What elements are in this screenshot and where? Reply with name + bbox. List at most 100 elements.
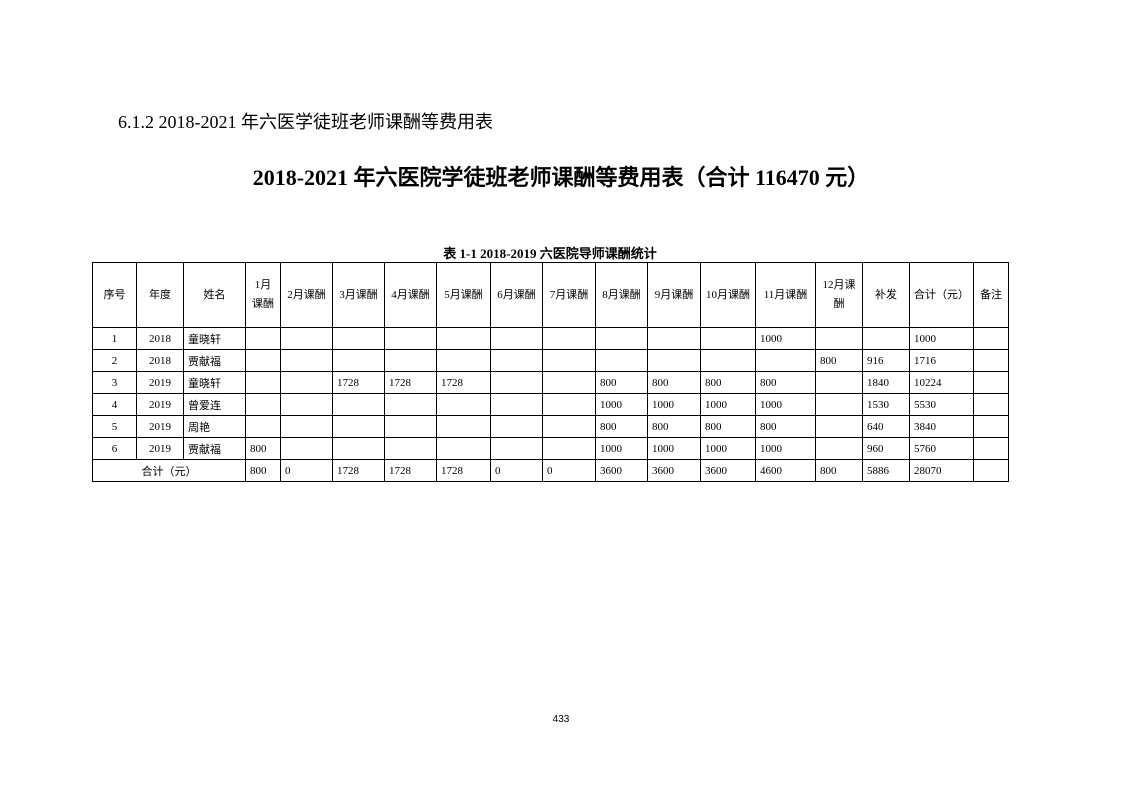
table-cell	[332, 393, 385, 416]
table-cell	[245, 371, 281, 394]
table-cell: 5530	[909, 393, 974, 416]
table-caption: 表 1-1 2018-2019 六医院导师课酬统计	[443, 246, 657, 261]
table-cell	[436, 415, 491, 438]
table-cell	[384, 415, 437, 438]
table-cell: 童晓轩	[183, 327, 246, 350]
column-header: 1月课酬	[245, 262, 281, 328]
total-cell: 800	[245, 459, 281, 482]
table-cell	[815, 327, 863, 350]
table-cell: 800	[815, 349, 863, 372]
table-cell: 1000	[909, 327, 974, 350]
table-cell	[973, 393, 1009, 416]
table-cell	[436, 437, 491, 460]
table-cell: 5	[92, 415, 137, 438]
table-cell: 2	[92, 349, 137, 372]
table-cell: 800	[647, 371, 701, 394]
total-cell: 1728	[332, 459, 385, 482]
table-cell	[490, 349, 543, 372]
table-cell: 1000	[595, 393, 648, 416]
table-row: 1 2018 童晓轩 1000 1000	[92, 327, 1009, 350]
table-cell: 800	[595, 371, 648, 394]
column-header: 序号	[92, 262, 137, 328]
total-cell	[973, 459, 1009, 482]
main-title: 2018-2021 年六医院学徒班老师课酬等费用表（合计 116470 元）	[252, 165, 870, 190]
table-cell: 1000	[647, 393, 701, 416]
table-cell	[815, 393, 863, 416]
table-cell	[332, 415, 385, 438]
table-cell	[490, 327, 543, 350]
total-cell: 28070	[909, 459, 974, 482]
table-cell: 2018	[136, 349, 184, 372]
table-cell	[595, 349, 648, 372]
column-header: 3月课酬	[332, 262, 385, 328]
column-header: 9月课酬	[647, 262, 701, 328]
total-cell: 1728	[384, 459, 437, 482]
table-cell	[384, 437, 437, 460]
table-cell	[815, 371, 863, 394]
table-cell: 1728	[384, 371, 437, 394]
table-cell	[700, 349, 756, 372]
total-cell: 5886	[862, 459, 910, 482]
column-header: 6月课酬	[490, 262, 543, 328]
table-cell	[755, 349, 816, 372]
table-cell: 1000	[755, 393, 816, 416]
total-cell: 0	[280, 459, 333, 482]
column-header: 4月课酬	[384, 262, 437, 328]
total-cell: 3600	[595, 459, 648, 482]
total-cell: 3600	[647, 459, 701, 482]
table-cell	[490, 393, 543, 416]
table-row: 3 2019 童晓轩 1728 1728 1728 800 800 800 800 1840 1022…	[92, 371, 1009, 394]
table-cell: 童晓轩	[183, 371, 246, 394]
table-cell	[384, 349, 437, 372]
table-cell	[436, 327, 491, 350]
table-cell	[973, 437, 1009, 460]
table-cell: 1000	[647, 437, 701, 460]
table-cell: 1000	[700, 393, 756, 416]
column-header: 补发	[862, 262, 910, 328]
table-cell	[542, 393, 596, 416]
table-cell	[332, 437, 385, 460]
table-cell: 800	[647, 415, 701, 438]
total-row: 合计（元） 800 0 1728 1728 1728 0 0 3600 3600 3600 4600 8…	[92, 459, 1009, 482]
table-cell	[245, 349, 281, 372]
table-cell	[280, 393, 333, 416]
table-cell: 5760	[909, 437, 974, 460]
table-cell: 1530	[862, 393, 910, 416]
table-cell: 1000	[755, 437, 816, 460]
total-cell: 0	[542, 459, 596, 482]
table-cell: 贾献福	[183, 437, 246, 460]
section-heading: 6.1.2 2018-2021 年六医学徒班老师课酬等费用表	[118, 112, 493, 132]
table-cell	[436, 393, 491, 416]
column-header: 7月课酬	[542, 262, 596, 328]
total-cell: 4600	[755, 459, 816, 482]
table-cell	[280, 349, 333, 372]
table-cell	[647, 349, 701, 372]
table-cell	[700, 327, 756, 350]
table-cell: 2019	[136, 415, 184, 438]
table-cell: 2019	[136, 437, 184, 460]
table-cell	[542, 327, 596, 350]
total-cell: 3600	[700, 459, 756, 482]
table-cell	[542, 371, 596, 394]
table-cell: 1000	[700, 437, 756, 460]
table-cell	[815, 415, 863, 438]
table-cell: 2019	[136, 393, 184, 416]
table-cell	[384, 327, 437, 350]
column-header: 11月课酬	[755, 262, 816, 328]
table-cell: 周艳	[183, 415, 246, 438]
table-cell: 1840	[862, 371, 910, 394]
table-cell: 800	[755, 371, 816, 394]
table-row: 2 2018 贾献福 800 916 1716	[92, 349, 1009, 372]
column-header: 备注	[973, 262, 1009, 328]
column-header: 年度	[136, 262, 184, 328]
table-cell: 6	[92, 437, 137, 460]
table-cell: 800	[700, 415, 756, 438]
page-number: 433	[552, 714, 570, 725]
table-cell: 1728	[332, 371, 385, 394]
column-header: 姓名	[183, 262, 246, 328]
table-cell	[542, 437, 596, 460]
table-cell: 800	[755, 415, 816, 438]
total-label: 合计（元）	[92, 459, 246, 482]
table-cell	[542, 415, 596, 438]
column-header: 5月课酬	[436, 262, 491, 328]
